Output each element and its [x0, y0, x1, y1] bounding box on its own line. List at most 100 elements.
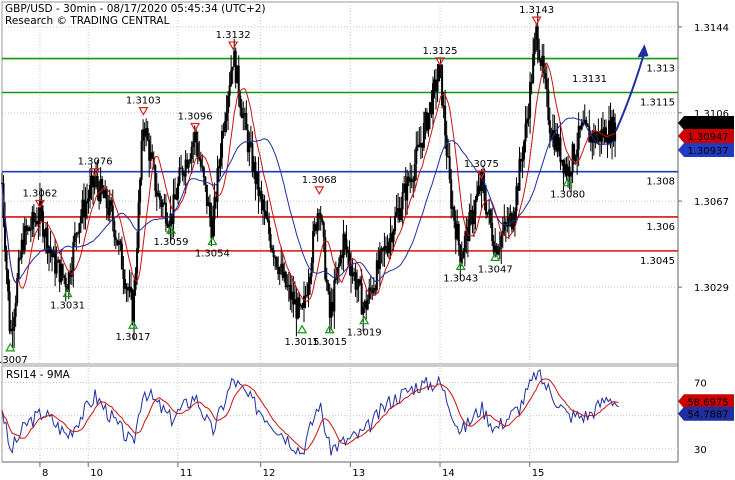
- candle-body: [219, 157, 222, 167]
- candle-body: [503, 221, 506, 231]
- candle-body: [134, 273, 137, 290]
- candle-body: [310, 262, 313, 277]
- candle-body: [286, 285, 289, 288]
- candle-body: [271, 247, 274, 251]
- candle-body: [541, 55, 544, 66]
- pivot-low-label: 1.3054: [195, 249, 230, 260]
- candle-body: [463, 236, 466, 252]
- price-series: [1, 12, 617, 349]
- candle-body: [214, 197, 217, 202]
- candle-body: [73, 233, 76, 242]
- candle-body: [601, 129, 604, 138]
- candle-body: [63, 275, 66, 278]
- candle-body: [292, 291, 295, 305]
- candle-body: [556, 133, 559, 152]
- candle-body: [72, 241, 75, 271]
- candle-body: [10, 328, 13, 332]
- candle-body: [151, 152, 154, 158]
- candle-body: [460, 258, 463, 264]
- candle-body: [462, 251, 465, 259]
- candle-body: [510, 213, 513, 230]
- candle-body: [145, 127, 148, 137]
- candle-body: [568, 166, 571, 177]
- candle-body: [507, 217, 510, 227]
- candle-body: [146, 127, 149, 140]
- candle-body: [512, 222, 515, 230]
- candle-body: [233, 50, 236, 67]
- candle-body: [413, 164, 416, 181]
- rsi-tick-label: 70: [694, 379, 707, 390]
- candle-body: [564, 164, 567, 174]
- candle-body: [81, 199, 84, 216]
- candle-body: [96, 175, 99, 188]
- candle-body: [164, 202, 167, 224]
- candle-body: [334, 278, 337, 281]
- candle-body: [357, 279, 360, 287]
- candle-body: [468, 211, 471, 242]
- candle-body: [394, 215, 397, 232]
- candle-body: [278, 267, 281, 275]
- candle-body: [313, 224, 316, 232]
- candle-body: [477, 185, 480, 195]
- candle-body: [538, 50, 541, 61]
- candle-body: [265, 211, 268, 219]
- candle-body: [193, 131, 196, 142]
- candle-body: [501, 230, 504, 236]
- candle-body: [196, 142, 199, 157]
- candle-body: [614, 122, 617, 142]
- pivot-low-label: 1.3047: [478, 264, 513, 275]
- candle-body: [43, 236, 46, 238]
- candle-body: [129, 286, 132, 293]
- candle-body: [424, 112, 427, 124]
- candle-body: [184, 159, 187, 177]
- candle-body: [123, 278, 126, 289]
- y-tick-label: 1.3067: [694, 197, 729, 208]
- candle-body: [611, 116, 614, 143]
- candle-body: [249, 142, 252, 144]
- candle-body: [598, 131, 601, 142]
- candle-body: [260, 190, 263, 200]
- candle-body: [236, 65, 239, 84]
- candle-body: [536, 26, 539, 51]
- candle-body: [551, 129, 554, 140]
- candle-body: [255, 171, 258, 184]
- candle-body: [488, 209, 491, 212]
- rsi-ma-line: [1, 378, 619, 451]
- candle-body: [309, 276, 312, 284]
- candle-body: [372, 288, 375, 294]
- candle-body: [571, 144, 574, 173]
- pivot-low-label: 1.3015: [312, 337, 347, 348]
- candle-body: [157, 193, 160, 197]
- candle-body: [302, 295, 305, 308]
- pivot-low-label: 1.3019: [347, 328, 382, 339]
- candle-body: [577, 125, 580, 150]
- candle-body: [293, 299, 296, 305]
- candle-body: [588, 126, 591, 143]
- pivot-high-marker: [190, 122, 201, 132]
- candle-body: [22, 239, 25, 251]
- candle-body: [316, 213, 319, 232]
- candle-body: [350, 265, 353, 277]
- candle-body: [231, 66, 234, 71]
- candle-body: [513, 211, 516, 223]
- candle-body: [371, 289, 374, 294]
- candle-body: [87, 198, 90, 202]
- candle-body: [158, 193, 161, 201]
- x-tick-label: 11: [180, 468, 193, 479]
- level-label: 1.313: [646, 64, 675, 75]
- candle-body: [20, 239, 23, 258]
- candle-body: [321, 218, 324, 223]
- candle-body: [284, 271, 287, 288]
- candle-body: [422, 123, 425, 148]
- candle-body: [491, 223, 494, 242]
- candle-body: [101, 179, 104, 191]
- candle-body: [142, 129, 145, 141]
- pivot-high-label: 1.3062: [22, 188, 57, 199]
- candle-body: [225, 112, 228, 122]
- candle-body: [545, 78, 548, 90]
- candle-body: [378, 250, 381, 270]
- candle-body: [207, 202, 210, 206]
- candle-body: [454, 220, 457, 240]
- pivot-low-marker: [455, 261, 466, 270]
- candle-body: [58, 259, 61, 283]
